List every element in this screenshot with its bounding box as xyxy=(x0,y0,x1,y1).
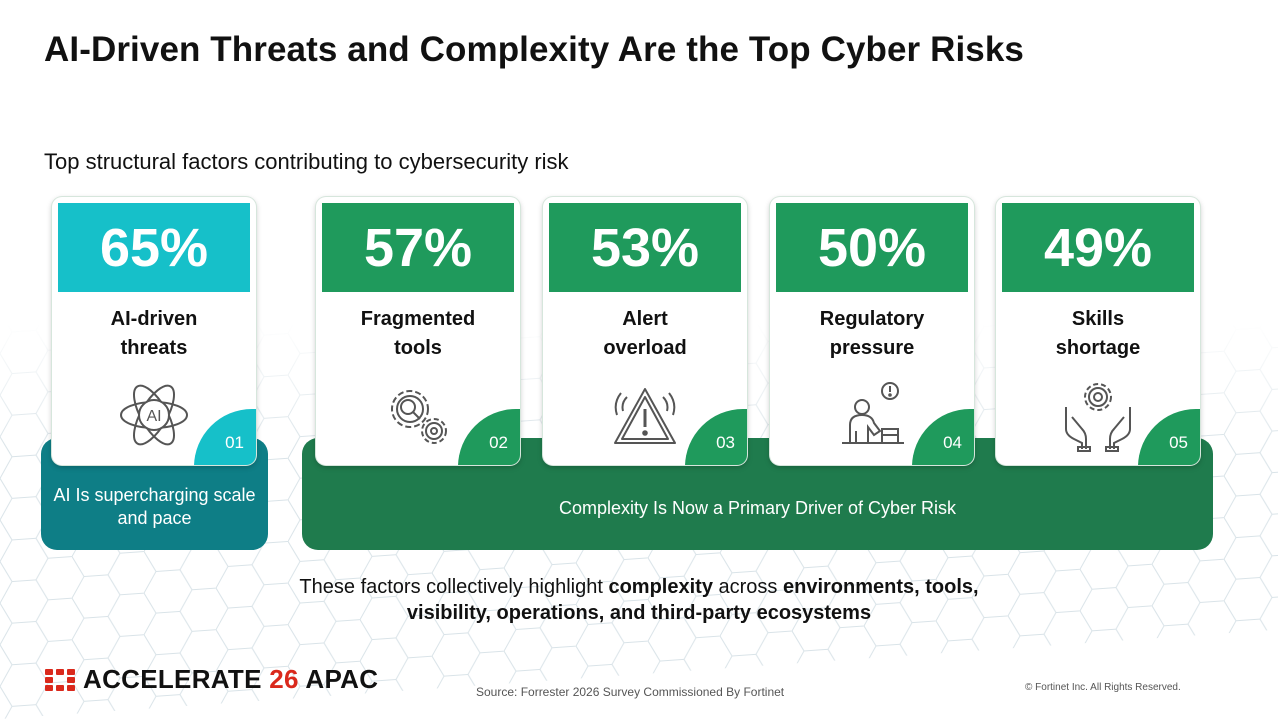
card-label: AI-driven threats xyxy=(52,305,256,363)
card-label-line2: tools xyxy=(394,337,442,359)
card-label-line2: threats xyxy=(120,337,188,359)
stressed-person-icon xyxy=(842,382,904,444)
svg-text:AI: AI xyxy=(146,408,161,425)
card-label-line2: shortage xyxy=(1055,337,1141,359)
card-label-line1: Fragmented xyxy=(360,308,476,330)
card-label-line1: Alert xyxy=(622,308,668,330)
card-label: Alert overload xyxy=(543,305,747,363)
fortinet-logo-icon xyxy=(45,668,75,691)
card-label-line2: overload xyxy=(603,337,687,359)
summary-text: These factors collectively highlight com… xyxy=(0,574,1278,626)
card-label-line1: AI-driven xyxy=(110,308,198,330)
card-number-badge: 04 xyxy=(912,409,974,465)
card-percentage: 50% xyxy=(776,203,968,292)
card-number-badge: 03 xyxy=(685,409,747,465)
card-label-line1: Regulatory xyxy=(819,308,925,330)
card-label-line2: pressure xyxy=(829,337,915,359)
source-note: Source: Forrester 2026 Survey Commission… xyxy=(476,685,785,699)
subtitle: Top structural factors contributing to c… xyxy=(44,149,569,174)
card-percentage: 57% xyxy=(322,203,514,292)
brand-name: ACCELERATE xyxy=(83,664,262,694)
card-percentage: 53% xyxy=(549,203,741,292)
card-percentage: 65% xyxy=(58,203,250,292)
complexity-panel-text: Complexity Is Now a Primary Driver of Cy… xyxy=(558,498,957,518)
ai-panel-line2: and pace xyxy=(117,508,192,528)
summary-plain-2: across xyxy=(712,576,783,598)
card-number-badge: 02 xyxy=(458,409,520,465)
card-fragmented-tools: 57% Fragmented tools 02 xyxy=(316,197,520,465)
card-percentage: 49% xyxy=(1002,203,1194,292)
card-label: Fragmented tools xyxy=(316,305,520,363)
card-regulatory-pressure: 50% Regulatory pressure 04 xyxy=(770,197,974,465)
page-title: AI-Driven Threats and Complexity Are the… xyxy=(44,30,1024,69)
ai-panel-line1: AI Is supercharging scale xyxy=(53,485,256,505)
card-alert-overload: 53% Alert overload 03 xyxy=(543,197,747,465)
card-ai-driven-threats: 65% AI-driven threats AI 01 xyxy=(52,197,256,465)
summary-bold-visibility: visibility, operations, and third-party … xyxy=(406,602,872,624)
warning-triangle-icon xyxy=(614,388,676,444)
brand-year: 26 xyxy=(269,664,299,694)
ai-atom-icon: AI xyxy=(120,384,188,446)
card-label: Skills shortage xyxy=(996,305,1200,363)
summary-plain-1: These factors collectively highlight xyxy=(299,576,609,598)
brand-region: APAC xyxy=(305,664,379,694)
card-label-line1: Skills xyxy=(1071,308,1125,330)
card-label: Regulatory pressure xyxy=(770,305,974,363)
hands-gear-icon xyxy=(1065,383,1131,452)
summary-line1: These factors collectively highlight com… xyxy=(299,574,978,600)
card-number-badge: 05 xyxy=(1138,409,1200,465)
copyright-note: © Fortinet Inc. All Rights Reserved. xyxy=(1025,682,1181,693)
summary-bold-complexity: complexity xyxy=(608,576,713,598)
summary-line2: visibility, operations, and third-party … xyxy=(299,600,978,626)
brand-logo: ACCELERATE 26 APAC xyxy=(45,664,378,695)
brand-wordmark: ACCELERATE 26 APAC xyxy=(83,664,378,695)
card-number-badge: 01 xyxy=(194,409,256,465)
gears-search-icon xyxy=(391,390,447,444)
summary-bold-environments: environments, tools, xyxy=(782,576,979,598)
card-skills-shortage: 49% Skills shortage 05 xyxy=(996,197,1200,465)
